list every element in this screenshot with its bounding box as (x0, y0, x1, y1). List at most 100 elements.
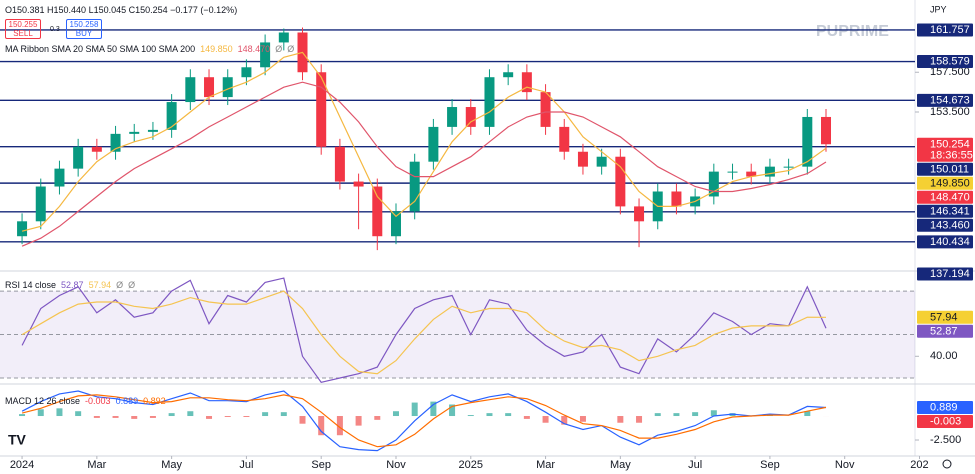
candle-body (577, 151, 588, 167)
candle-body (260, 42, 271, 68)
candle-body (821, 116, 832, 145)
indicator-value: 149.850 (200, 44, 233, 54)
sell-label: SELL (13, 29, 33, 38)
price-tag-bg (917, 310, 973, 324)
indicator-value: 57.94 (88, 280, 112, 290)
histogram-bar (542, 416, 549, 423)
candle-body (465, 107, 476, 127)
price-tag-bg (917, 414, 973, 428)
candle-body (708, 171, 719, 197)
histogram-bar (561, 416, 568, 425)
indicator-value: 0.892 (143, 396, 166, 406)
indicator-value: 52.87 (61, 280, 84, 290)
histogram-bar (131, 416, 138, 419)
histogram-bar (187, 411, 194, 417)
candle-body (91, 146, 102, 152)
candle-body (17, 221, 28, 237)
price-tag: 150.011 (930, 163, 969, 175)
histogram-bar (523, 416, 530, 419)
price-tag: 158.579 (930, 56, 970, 68)
candle-body (222, 77, 233, 98)
price-tag-bg (917, 218, 973, 232)
candle-body (110, 133, 121, 152)
candle-body (35, 186, 46, 222)
histogram-bar (243, 416, 250, 417)
candle-body (727, 171, 738, 173)
price-tag: -0.003 (930, 416, 961, 428)
price-tag-countdown: 18:36:55 (930, 150, 973, 162)
histogram-bar (206, 416, 213, 419)
x-tick-label: May (161, 459, 182, 471)
candle-body (503, 72, 514, 78)
candle-body (428, 126, 439, 162)
price-tag-bg (917, 176, 973, 190)
indicator-value: 148.470 (237, 44, 271, 54)
price-tag: 137.194 (930, 268, 970, 280)
indicator-value: Ø (275, 44, 283, 54)
indicator-label: MACD 12 26 close (5, 396, 81, 406)
histogram-bar (280, 412, 287, 417)
histogram-bar (299, 416, 306, 424)
histogram-bar (112, 416, 119, 418)
x-tick-label: Nov (835, 459, 855, 471)
candle-body (372, 186, 383, 237)
histogram-bar (617, 416, 624, 423)
x-tick-label: May (610, 459, 631, 471)
y-tick-label: 40.00 (930, 350, 958, 362)
candle-body (353, 181, 364, 187)
candle-body (278, 32, 289, 43)
price-tag: 143.460 (930, 219, 970, 231)
indicator-legend: MACD 12 26 close -0.003 0.889 0.892 (5, 396, 166, 406)
histogram-bar (168, 413, 175, 417)
settings-icon[interactable] (942, 459, 952, 469)
indicator-label: RSI 14 close (5, 280, 57, 290)
candle-body (521, 72, 532, 93)
price-tag: 57.94 (930, 312, 958, 324)
candle-body (409, 161, 420, 212)
histogram-bar (692, 412, 699, 417)
brand-logo: PUPRIME (816, 23, 889, 40)
x-tick-label: Sep (760, 459, 780, 471)
candle-body (802, 116, 813, 167)
spread: 0.3 (50, 26, 60, 33)
histogram-bar (355, 416, 362, 426)
histogram-bar (93, 416, 100, 418)
price-tag: 150.254 (930, 138, 970, 150)
histogram-bar (318, 416, 325, 436)
price-tag: 0.889 (930, 402, 958, 414)
buy-button[interactable]: 150.258 BUY (66, 19, 102, 39)
histogram-bar (392, 411, 399, 417)
candle-body (390, 211, 401, 237)
price-tag-bg (917, 400, 973, 414)
indicator-line (21, 290, 827, 375)
indicator-line (21, 390, 827, 452)
candle-body (204, 77, 215, 98)
candle-body (334, 146, 345, 182)
indicator-line (21, 277, 827, 383)
sell-button[interactable]: 150.255 SELL (5, 19, 41, 39)
indicator-value: Ø (116, 280, 124, 290)
x-tick-label: Mar (536, 459, 555, 471)
histogram-bar (486, 413, 493, 417)
price-tag-bg (917, 93, 973, 107)
price-tag-bg (917, 137, 973, 162)
x-tick-label: 202 (910, 459, 928, 471)
sell-price: 150.255 (8, 20, 38, 29)
histogram-bar (673, 413, 680, 417)
x-tick-label: Mar (87, 459, 106, 471)
price-tag-bg (917, 162, 973, 176)
candle-body (241, 67, 252, 78)
currency: JPY (930, 4, 947, 14)
candle-body (671, 191, 682, 207)
price-tag-bg (917, 324, 973, 338)
candle-body (166, 102, 177, 130)
histogram-bar (430, 401, 437, 417)
candle-body (185, 77, 196, 103)
candle-body (596, 156, 607, 167)
y-tick-label: 157.500 (930, 66, 970, 78)
histogram-bar (336, 416, 343, 436)
candle-body (54, 168, 65, 187)
x-tick-label: 2024 (10, 459, 34, 471)
